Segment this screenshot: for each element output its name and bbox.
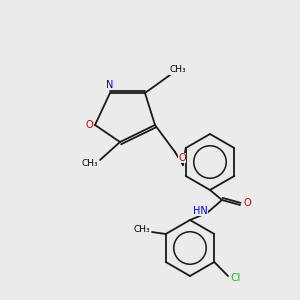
Text: Cl: Cl <box>231 273 241 283</box>
Text: O: O <box>85 120 93 130</box>
Text: O: O <box>243 198 251 208</box>
Text: CH₃: CH₃ <box>134 224 150 233</box>
Text: N: N <box>106 80 114 90</box>
Text: CH₃: CH₃ <box>170 65 186 74</box>
Text: CH₃: CH₃ <box>82 160 98 169</box>
Text: O: O <box>178 153 186 163</box>
Text: HN: HN <box>193 206 207 216</box>
